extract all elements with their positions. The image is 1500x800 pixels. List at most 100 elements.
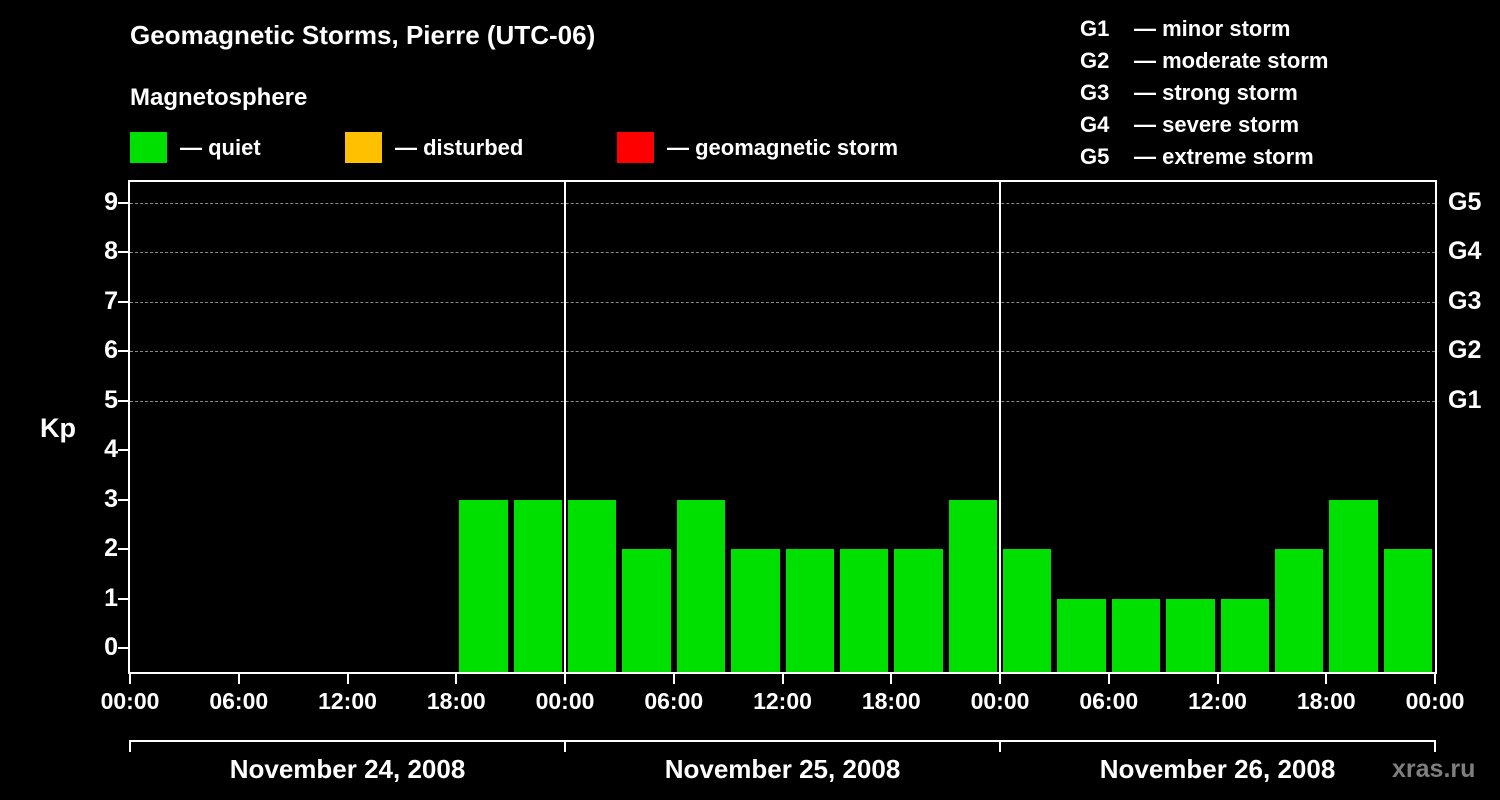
y-tick-label: 9	[104, 187, 118, 216]
y-tick	[118, 350, 128, 352]
kp-bar	[948, 499, 997, 672]
x-tick	[237, 674, 240, 684]
day-separator	[564, 182, 566, 672]
x-tick	[890, 674, 893, 684]
x-tick	[1434, 674, 1436, 684]
day-separator	[999, 182, 1001, 672]
x-tick	[564, 674, 566, 684]
disturbed-label: — disturbed	[395, 135, 524, 160]
y-tick	[118, 498, 128, 501]
y-tick-label: 0	[104, 633, 118, 661]
date-label: November 26, 2008	[1099, 754, 1336, 784]
storm-scale-item: G2 — moderate storm	[1080, 45, 1328, 77]
x-tick-label: 00:00	[535, 688, 595, 714]
y-tick-label: 5	[104, 385, 118, 414]
gridline-kp7	[130, 301, 1435, 303]
x-tick	[1325, 674, 1328, 684]
kp-bar	[1111, 598, 1161, 672]
kp-bar	[1220, 598, 1269, 672]
kp-bar	[731, 549, 780, 672]
date-label: November 24, 2008	[229, 754, 466, 784]
x-tick-label: 18:00	[1296, 688, 1356, 714]
kp-bar	[622, 549, 671, 672]
y-tick-label: 3	[104, 484, 118, 513]
storm-scale-label: — extreme storm	[1134, 144, 1314, 169]
g-level-label: G3	[1448, 286, 1482, 315]
kp-bar	[1003, 549, 1052, 672]
storm-scale-item: G4 — severe storm	[1080, 109, 1328, 141]
x-tick-label: 00:00	[1405, 688, 1465, 714]
x-tick	[1107, 674, 1110, 684]
date-axis-tick	[1434, 740, 1436, 752]
kp-bar	[785, 549, 834, 672]
chart-title: Geomagnetic Storms, Pierre (UTC-06)	[130, 20, 596, 50]
storm-scale-item: G1 — minor storm	[1080, 13, 1328, 45]
storm-scale-code: G1	[1080, 16, 1110, 41]
x-tick	[672, 674, 675, 684]
kp-bar	[894, 549, 943, 672]
g-level-label: G5	[1448, 187, 1482, 216]
y-tick-label: 1	[104, 583, 118, 612]
x-tick-label: 12:00	[753, 688, 812, 714]
kp-bar	[1057, 598, 1106, 672]
x-tick	[781, 674, 784, 684]
g-level-label: G4	[1448, 237, 1482, 265]
gridline-kp8	[130, 252, 1435, 253]
storm-scale-code: G4	[1080, 112, 1110, 137]
y-tick-label: 6	[104, 336, 118, 364]
x-tick-label: 00:00	[970, 688, 1030, 714]
storm-scale-item: G5 — extreme storm	[1080, 141, 1328, 173]
kp-axis-title: Kp	[40, 413, 76, 443]
storm-scale-code: G3	[1080, 80, 1110, 105]
g-level-label: G2	[1448, 336, 1482, 364]
gridline-kp6	[130, 351, 1435, 352]
y-tick	[118, 201, 128, 204]
y-tick-label: 8	[104, 237, 118, 265]
plot-area	[118, 180, 1437, 684]
storm-scale-label: — minor storm	[1134, 16, 1291, 41]
x-tick-label: 00:00	[100, 688, 160, 714]
date-axis-tick	[564, 740, 566, 752]
kp-bar	[1329, 499, 1378, 672]
y-tick	[118, 548, 128, 550]
y-tick-label: 2	[104, 534, 118, 562]
x-tick	[346, 674, 349, 684]
kp-bar	[839, 549, 889, 672]
y-tick-label: 7	[104, 286, 118, 315]
kp-bar	[513, 499, 562, 672]
chart-subtitle: Magnetosphere	[130, 84, 308, 111]
x-tick	[129, 674, 131, 684]
storm-scale-item: G3 — strong storm	[1080, 77, 1328, 109]
storm-scale-label: — severe storm	[1134, 112, 1300, 137]
x-tick-label: 18:00	[861, 688, 921, 714]
kp-bar	[568, 499, 617, 672]
storm-scale-label: — strong storm	[1134, 80, 1298, 105]
storm-label: — geomagnetic storm	[667, 135, 899, 160]
kp-bar	[676, 499, 726, 672]
date-axis-tick	[999, 740, 1001, 752]
storm-scale-code: G5	[1080, 144, 1110, 169]
watermark: xras.ru	[1392, 755, 1476, 783]
y-tick	[118, 251, 128, 253]
date-label: November 25, 2008	[664, 754, 901, 784]
x-tick-label: 12:00	[1188, 688, 1247, 714]
storm-scale-label: — moderate storm	[1134, 48, 1329, 73]
date-axis-tick	[129, 740, 131, 752]
x-tick-label: 06:00	[1079, 688, 1139, 714]
date-axis-line	[130, 740, 1435, 742]
kp-bar	[459, 499, 508, 672]
disturbed-swatch	[345, 132, 382, 163]
y-tick	[118, 647, 128, 649]
g-level-label: G1	[1448, 385, 1482, 414]
quiet-label: — quiet	[180, 135, 261, 160]
x-tick-label: 06:00	[644, 688, 704, 714]
y-tick-label: 4	[104, 435, 118, 463]
kp-bar	[1274, 549, 1324, 672]
gridline-kp9	[130, 202, 1435, 204]
x-tick	[455, 674, 458, 684]
storm-scale-code: G2	[1080, 48, 1110, 73]
x-tick-label: 18:00	[426, 688, 486, 714]
gridline-kp5	[130, 400, 1435, 402]
y-tick	[118, 300, 128, 303]
